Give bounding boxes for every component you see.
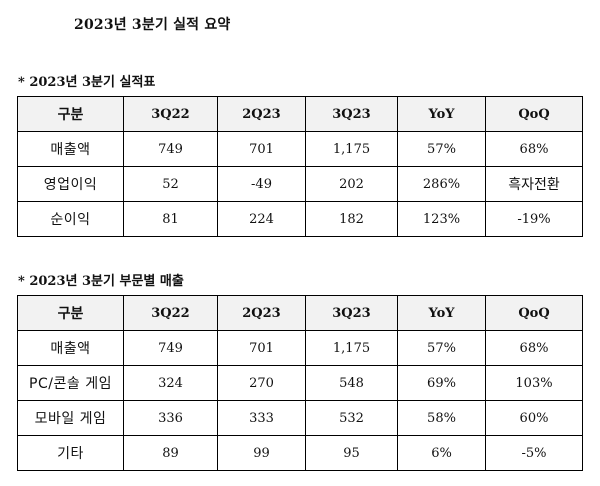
header-cell-qoq: QoQ xyxy=(485,96,583,132)
header-cell-2q23: 2Q23 xyxy=(217,295,306,331)
segment-revenue-table: 구분 3Q22 2Q23 3Q23 YoY QoQ 매출액 749 701 1,… xyxy=(17,295,583,471)
table-cell: 95 xyxy=(305,435,398,471)
header-cell-3q22: 3Q22 xyxy=(123,96,218,132)
table-row: 영업이익 52 -49 202 286% 흑자전환 xyxy=(17,166,583,202)
row-label: 매출액 xyxy=(17,131,124,167)
table-cell: 182 xyxy=(305,201,398,237)
table-cell: 68% xyxy=(485,131,583,167)
table-cell: 1,175 xyxy=(305,330,398,366)
table-cell: 103% xyxy=(485,365,583,401)
document-title: 2023년 3분기 실적 요약 xyxy=(74,17,231,33)
table-cell: 1,175 xyxy=(305,131,398,167)
header-cell-2q23: 2Q23 xyxy=(217,96,306,132)
table-cell: 532 xyxy=(305,400,398,436)
header-cell-category: 구분 xyxy=(17,96,124,132)
table-cell: 흑자전환 xyxy=(485,166,583,202)
table-cell: 202 xyxy=(305,166,398,202)
header-cell-3q22: 3Q22 xyxy=(123,295,218,331)
table-row: 매출액 749 701 1,175 57% 68% xyxy=(17,131,583,167)
table-cell: 324 xyxy=(123,365,218,401)
table-cell: 749 xyxy=(123,330,218,366)
table-cell: 58% xyxy=(397,400,486,436)
table-cell: 52 xyxy=(123,166,218,202)
table-cell: 701 xyxy=(217,330,306,366)
table-cell: 270 xyxy=(217,365,306,401)
table-cell: 333 xyxy=(217,400,306,436)
segment-section-title: * 2023년 3분기 부문별 매출 xyxy=(18,274,184,289)
row-label: 순이익 xyxy=(17,201,124,237)
table-cell: 123% xyxy=(397,201,486,237)
table-cell: 99 xyxy=(217,435,306,471)
table-row: 매출액 749 701 1,175 57% 68% xyxy=(17,330,583,366)
table-row: 모바일 게임 336 333 532 58% 60% xyxy=(17,400,583,436)
table-row: 기타 89 99 95 6% -5% xyxy=(17,435,583,471)
row-label: 모바일 게임 xyxy=(17,400,124,436)
table-cell: 81 xyxy=(123,201,218,237)
header-cell-yoy: YoY xyxy=(397,96,486,132)
table-cell: 60% xyxy=(485,400,583,436)
summary-section-title: * 2023년 3분기 실적표 xyxy=(18,75,156,90)
header-cell-3q23: 3Q23 xyxy=(305,295,398,331)
row-label: 매출액 xyxy=(17,330,124,366)
table-cell: 548 xyxy=(305,365,398,401)
header-cell-category: 구분 xyxy=(17,295,124,331)
table-cell: -5% xyxy=(485,435,583,471)
row-label: 기타 xyxy=(17,435,124,471)
row-label: PC/콘솔 게임 xyxy=(17,365,124,401)
row-label: 영업이익 xyxy=(17,166,124,202)
table-cell: 749 xyxy=(123,131,218,167)
table-cell: 57% xyxy=(397,131,486,167)
table-cell: 701 xyxy=(217,131,306,167)
table-cell: -49 xyxy=(217,166,306,202)
table-row: 순이익 81 224 182 123% -19% xyxy=(17,201,583,237)
table-cell: 57% xyxy=(397,330,486,366)
summary-table: 구분 3Q22 2Q23 3Q23 YoY QoQ 매출액 749 701 1,… xyxy=(17,96,583,237)
table-cell: 6% xyxy=(397,435,486,471)
table-header-row: 구분 3Q22 2Q23 3Q23 YoY QoQ xyxy=(17,295,583,331)
header-cell-yoy: YoY xyxy=(397,295,486,331)
table-row: PC/콘솔 게임 324 270 548 69% 103% xyxy=(17,365,583,401)
table-cell: 224 xyxy=(217,201,306,237)
table-header-row: 구분 3Q22 2Q23 3Q23 YoY QoQ xyxy=(17,96,583,132)
table-cell: 89 xyxy=(123,435,218,471)
table-cell: 336 xyxy=(123,400,218,436)
header-cell-3q23: 3Q23 xyxy=(305,96,398,132)
header-cell-qoq: QoQ xyxy=(485,295,583,331)
table-cell: 286% xyxy=(397,166,486,202)
table-cell: -19% xyxy=(485,201,583,237)
table-cell: 68% xyxy=(485,330,583,366)
table-cell: 69% xyxy=(397,365,486,401)
